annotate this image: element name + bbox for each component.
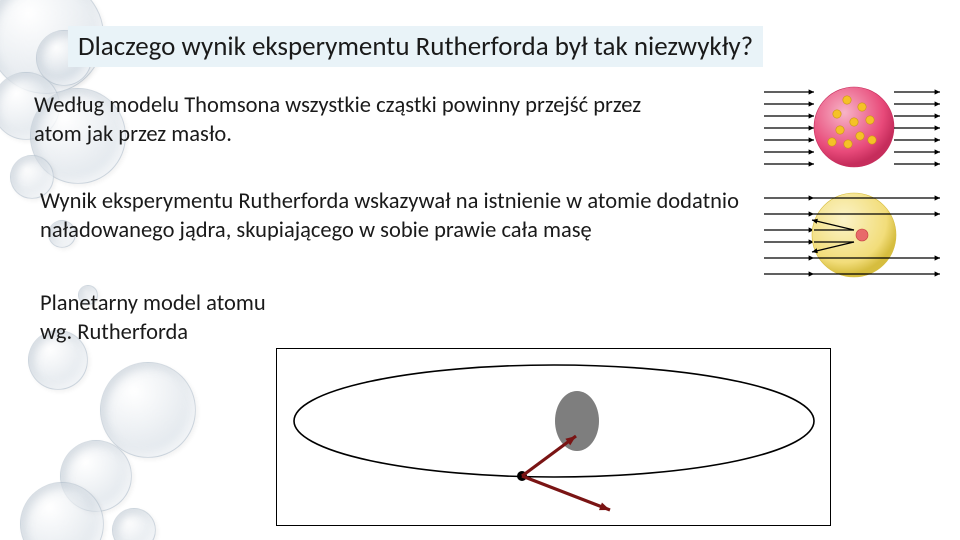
- paragraph-thomson: Według modelu Thomsona wszystkie cząstki…: [34, 92, 674, 150]
- paragraph-rutherford: Wynik eksperymentu Rutherforda wskazywał…: [40, 188, 750, 246]
- paragraph-planetary-label: Planetarny model atomu wg. Rutherforda: [40, 290, 300, 348]
- illustration-rutherford: [762, 178, 942, 293]
- illustration-planetary: [276, 348, 831, 526]
- illustration-thomson: [762, 72, 942, 183]
- slide-title: Dlaczego wynik eksperymentu Rutherforda …: [68, 26, 763, 67]
